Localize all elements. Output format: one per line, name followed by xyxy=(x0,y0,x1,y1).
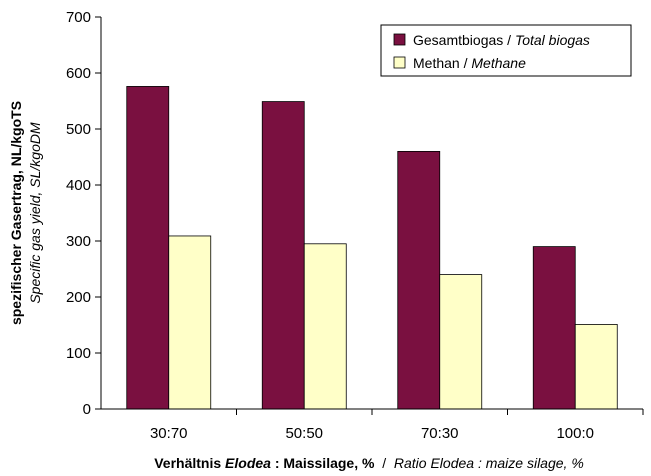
y-tick-label: 300 xyxy=(66,233,91,250)
bar-total-biogas xyxy=(261,101,305,410)
y-axis-title-de: spezifischer Gasertrag, NL/kgoTS xyxy=(8,101,24,325)
bar-total-biogas xyxy=(532,246,576,410)
legend-swatch-total-biogas xyxy=(393,33,406,46)
x-tick-label: 70:30 xyxy=(421,425,459,442)
x-axis: 30:70 50:50 70:30 100:0 xyxy=(150,409,644,442)
y-tick-label: 200 xyxy=(66,289,91,306)
bar-total-biogas xyxy=(397,150,441,410)
bars xyxy=(126,86,618,410)
legend: Gesamtbiogas / Total biogas Methan / Met… xyxy=(380,24,632,77)
bar-methane xyxy=(574,324,618,410)
x-axis-title: Verhältnis Elodea : Maissilage, % / Rati… xyxy=(154,455,584,471)
legend-box xyxy=(380,24,632,77)
legend-label-methane: Methan / Methane xyxy=(413,55,526,71)
bar-total-biogas xyxy=(126,86,170,410)
y-tick-label: 600 xyxy=(66,65,91,82)
x-tick-label: 50:50 xyxy=(285,425,323,442)
y-tick-label: 700 xyxy=(66,9,91,26)
y-tick-label: 400 xyxy=(66,177,91,194)
bar-methane xyxy=(168,235,212,410)
y-axis-title-en: Specific gas yield, SL/kgoDM xyxy=(27,122,43,304)
y-axis: 0 100 200 300 400 500 600 700 xyxy=(66,9,101,418)
y-tick-label: 100 xyxy=(66,345,91,362)
y-tick-label: 0 xyxy=(83,401,91,418)
bar-methane xyxy=(439,274,483,410)
x-tick-label: 30:70 xyxy=(150,425,188,442)
x-tick-label: 100:0 xyxy=(556,425,594,442)
y-axis-title: spezifischer Gasertrag, NL/kgoTS Specifi… xyxy=(8,101,43,325)
legend-swatch-methane xyxy=(393,56,406,69)
bar-methane xyxy=(303,243,347,410)
y-tick-label: 500 xyxy=(66,121,91,138)
legend-label-total-biogas: Gesamtbiogas / Total biogas xyxy=(413,32,590,48)
